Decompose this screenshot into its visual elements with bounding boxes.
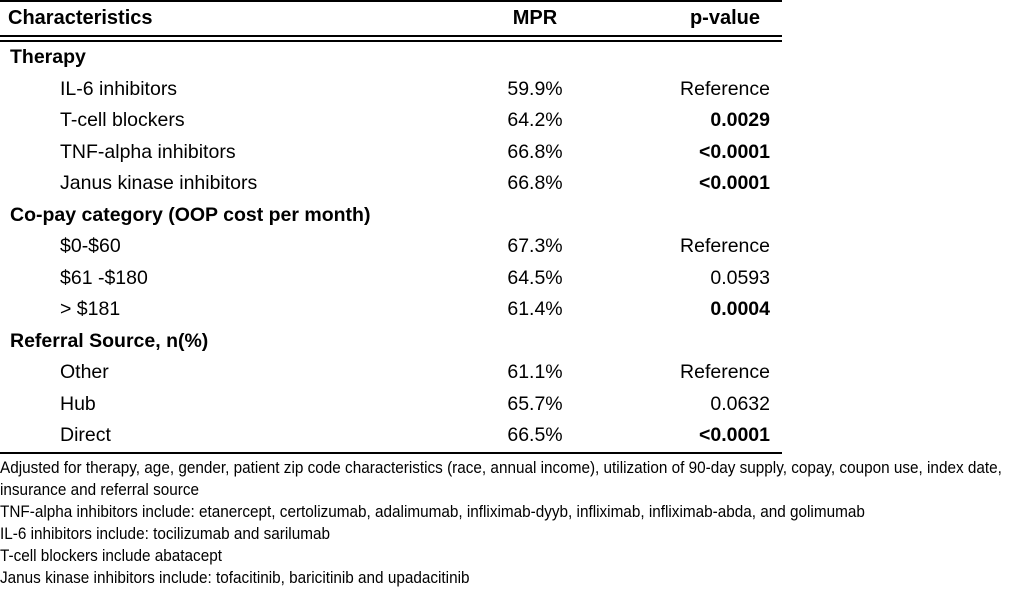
footnote-tcell: T-cell blockers include abatacept bbox=[0, 545, 222, 565]
section-header-copay: Co-pay category (OOP cost per month) bbox=[0, 200, 782, 232]
mpr-value: 64.2% bbox=[507, 109, 563, 131]
table-row: Janus kinase inhibitors 66.8% <0.0001 bbox=[0, 168, 782, 200]
p-value: 0.0632 bbox=[710, 392, 770, 415]
mpr-value: 61.1% bbox=[507, 361, 563, 383]
p-value: Reference bbox=[680, 361, 770, 383]
section-header-therapy: Therapy bbox=[0, 42, 782, 74]
table-row: IL-6 inhibitors 59.9% Reference bbox=[0, 74, 782, 106]
mpr-value: 65.7% bbox=[507, 392, 563, 415]
column-header-mpr: MPR bbox=[512, 7, 558, 29]
footnote-janus-kinase: Janus kinase inhibitors include: tofacit… bbox=[0, 567, 470, 587]
table-row: $61 -$180 64.5% 0.0593 bbox=[0, 263, 782, 295]
row-label: T-cell blockers bbox=[60, 109, 185, 131]
p-value: 0.0004 bbox=[710, 298, 770, 320]
column-header-characteristics: Characteristics bbox=[8, 7, 153, 29]
row-label: > $181 bbox=[60, 298, 121, 320]
table-row: > $181 61.4% 0.0004 bbox=[0, 294, 782, 326]
footnote-adjustment: Adjusted for therapy, age, gender, patie… bbox=[0, 457, 1002, 499]
section-title: Referral Source, n(%) bbox=[10, 329, 209, 352]
mpr-value: 67.3% bbox=[507, 235, 563, 257]
section-header-referral-source: Referral Source, n(%) bbox=[0, 326, 782, 358]
footnote-tnf-alpha: TNF-alpha inhibitors include: etanercept… bbox=[0, 501, 865, 521]
row-label: Other bbox=[60, 361, 109, 383]
row-label: TNF-alpha inhibitors bbox=[60, 140, 236, 163]
mpr-value: 61.4% bbox=[507, 298, 563, 320]
p-value: Reference bbox=[680, 77, 770, 100]
row-label: $0-$60 bbox=[60, 235, 121, 257]
table-row: T-cell blockers 64.2% 0.0029 bbox=[0, 105, 782, 137]
table-row: Direct 66.5% <0.0001 bbox=[0, 420, 782, 452]
column-header-p-value: p-value bbox=[689, 7, 760, 29]
mpr-value: 66.8% bbox=[507, 140, 563, 163]
row-label: Janus kinase inhibitors bbox=[60, 172, 258, 194]
row-label: $61 -$180 bbox=[60, 266, 148, 289]
results-table: Characteristics MPR p-value Therapy IL-6… bbox=[0, 0, 782, 454]
mpr-value: 66.5% bbox=[507, 424, 563, 446]
mpr-value: 59.9% bbox=[507, 77, 563, 100]
table-row: TNF-alpha inhibitors 66.8% <0.0001 bbox=[0, 137, 782, 169]
mpr-value: 66.8% bbox=[507, 172, 563, 194]
p-value: <0.0001 bbox=[698, 172, 770, 194]
row-label: IL-6 inhibitors bbox=[60, 77, 178, 100]
p-value: <0.0001 bbox=[698, 424, 770, 446]
table-header-row: Characteristics MPR p-value bbox=[0, 2, 782, 42]
footnote-il6: IL-6 inhibitors include: tocilizumab and… bbox=[0, 523, 330, 543]
p-value: Reference bbox=[680, 235, 770, 257]
row-label: Direct bbox=[60, 424, 111, 446]
row-label: Hub bbox=[60, 392, 96, 415]
mpr-value: 64.5% bbox=[507, 266, 563, 289]
p-value: 0.0029 bbox=[710, 109, 770, 131]
p-value: 0.0593 bbox=[710, 266, 770, 289]
section-title: Co-pay category (OOP cost per month) bbox=[10, 203, 371, 226]
table-row: Other 61.1% Reference bbox=[0, 357, 782, 389]
p-value: <0.0001 bbox=[698, 140, 770, 163]
table-row: $0-$60 67.3% Reference bbox=[0, 231, 782, 263]
section-title: Therapy bbox=[10, 46, 86, 68]
table-row: Hub 65.7% 0.0632 bbox=[0, 389, 782, 421]
table-footnotes: Adjusted for therapy, age, gender, patie… bbox=[0, 457, 1025, 589]
